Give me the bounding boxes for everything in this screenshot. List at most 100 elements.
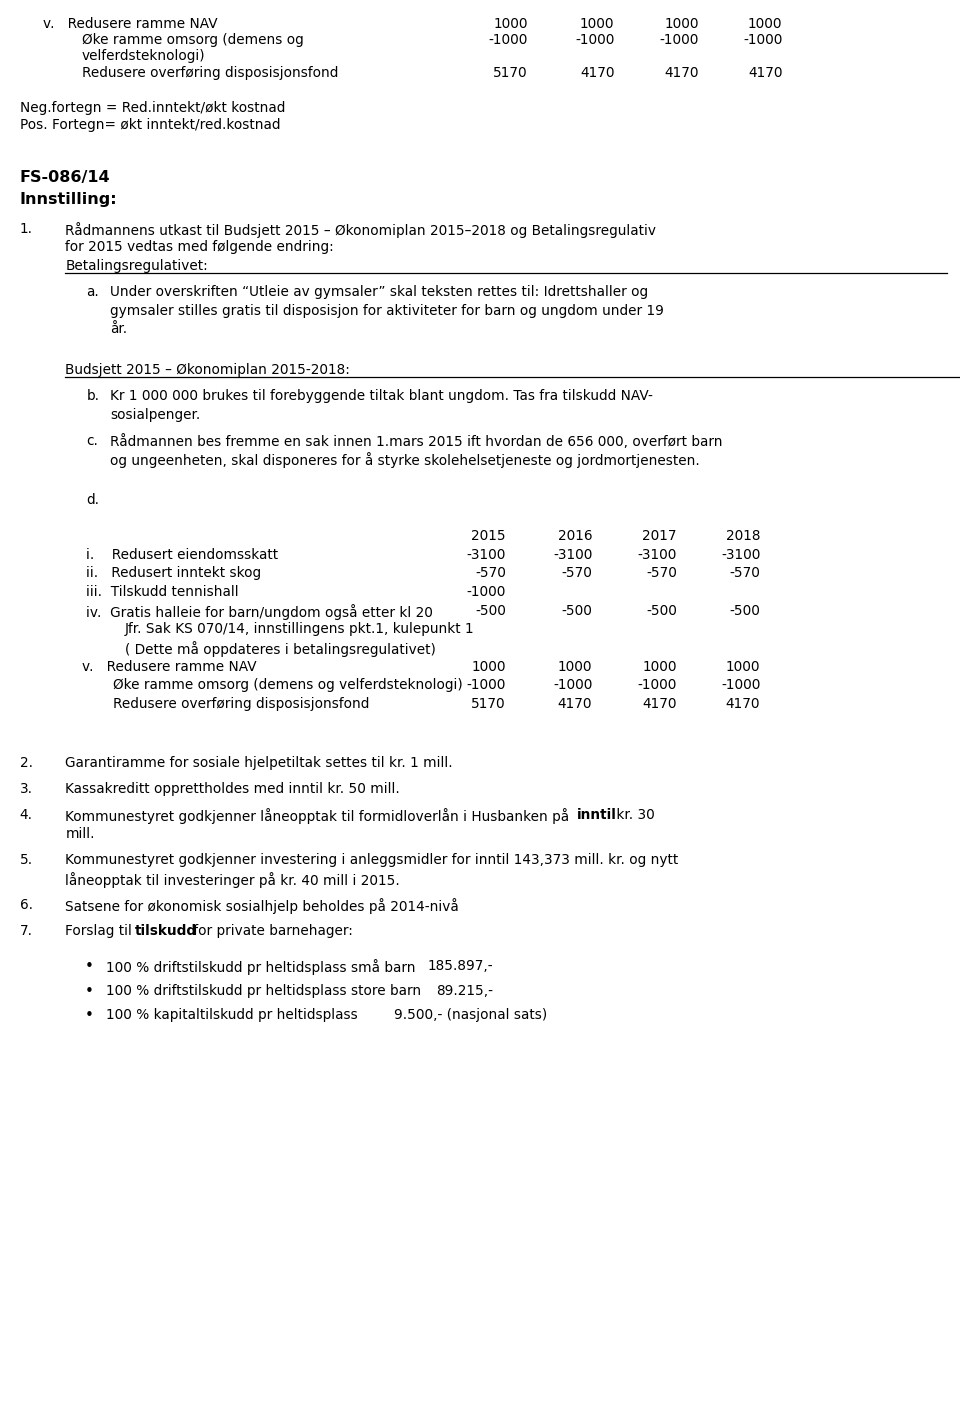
Text: 5170: 5170 <box>471 697 506 711</box>
Text: 1000: 1000 <box>471 660 506 674</box>
Text: iv.  Gratis halleie for barn/ungdom også etter kl 20: iv. Gratis halleie for barn/ungdom også … <box>86 603 433 619</box>
Text: 2016: 2016 <box>558 528 592 543</box>
Text: tilskudd: tilskudd <box>135 924 198 938</box>
Text: •: • <box>84 983 93 999</box>
Text: Forslag til: Forslag til <box>65 924 136 938</box>
Text: 185.897,-: 185.897,- <box>427 959 492 974</box>
Text: Øke ramme omsorg (demens og velferdsteknologi): Øke ramme omsorg (demens og velferdstekn… <box>113 678 463 692</box>
Text: •: • <box>84 1009 93 1023</box>
Text: -1000: -1000 <box>575 34 614 47</box>
Text: for 2015 vedtas med følgende endring:: for 2015 vedtas med følgende endring: <box>65 240 334 254</box>
Text: ( Dette må oppdateres i betalingsregulativet): ( Dette må oppdateres i betalingsregulat… <box>125 642 436 657</box>
Text: 100 % driftstilskudd pr heltidsplass store barn: 100 % driftstilskudd pr heltidsplass sto… <box>106 983 420 998</box>
Text: 4170: 4170 <box>580 65 614 79</box>
Text: velferdsteknologi): velferdsteknologi) <box>82 49 205 64</box>
Text: iii.  Tilskudd tennishall: iii. Tilskudd tennishall <box>86 585 239 599</box>
Text: -570: -570 <box>646 567 677 581</box>
Text: -1000: -1000 <box>660 34 699 47</box>
Text: Kassakreditt opprettholdes med inntil kr. 50 mill.: Kassakreditt opprettholdes med inntil kr… <box>65 783 400 797</box>
Text: mill.: mill. <box>65 827 95 841</box>
Text: -1000: -1000 <box>637 678 677 692</box>
Text: 1000: 1000 <box>642 660 677 674</box>
Text: 6.: 6. <box>19 897 33 911</box>
Text: -3100: -3100 <box>637 547 677 561</box>
Text: Rådmannen bes fremme en sak innen 1.mars 2015 ift hvordan de 656 000, overført b: Rådmannen bes fremme en sak innen 1.mars… <box>110 434 723 449</box>
Text: -3100: -3100 <box>553 547 592 561</box>
Text: Betalingsregulativet:: Betalingsregulativet: <box>65 259 208 273</box>
Text: -570: -570 <box>730 567 760 581</box>
Text: d.: d. <box>86 493 100 507</box>
Text: -500: -500 <box>562 603 592 617</box>
Text: v.   Redusere ramme NAV: v. Redusere ramme NAV <box>43 17 218 31</box>
Text: 1000: 1000 <box>580 17 614 31</box>
Text: Garantiramme for sosiale hjelpetiltak settes til kr. 1 mill.: Garantiramme for sosiale hjelpetiltak se… <box>65 756 453 770</box>
Text: 4170: 4170 <box>748 65 782 79</box>
Text: 2015: 2015 <box>471 528 506 543</box>
Text: Satsene for økonomisk sosialhjelp beholdes på 2014-nivå: Satsene for økonomisk sosialhjelp behold… <box>65 897 459 914</box>
Text: 4170: 4170 <box>726 697 760 711</box>
Text: 100 % driftstilskudd pr heltidsplass små barn: 100 % driftstilskudd pr heltidsplass små… <box>106 959 415 975</box>
Text: -1000: -1000 <box>721 678 760 692</box>
Text: -500: -500 <box>475 603 506 617</box>
Text: -570: -570 <box>475 567 506 581</box>
Text: gymsaler stilles gratis til disposisjon for aktiviteter for barn og ungdom under: gymsaler stilles gratis til disposisjon … <box>110 304 664 318</box>
Text: Redusere overføring disposisjonsfond: Redusere overføring disposisjonsfond <box>113 697 370 711</box>
Text: Redusere overføring disposisjonsfond: Redusere overføring disposisjonsfond <box>82 65 338 79</box>
Text: 4170: 4170 <box>558 697 592 711</box>
Text: 5.: 5. <box>19 853 33 868</box>
Text: -500: -500 <box>730 603 760 617</box>
Text: 4170: 4170 <box>664 65 699 79</box>
Text: -1000: -1000 <box>467 585 506 599</box>
Text: 3.: 3. <box>19 783 33 797</box>
Text: 7.: 7. <box>19 924 33 938</box>
Text: Øke ramme omsorg (demens og: Øke ramme omsorg (demens og <box>82 34 303 47</box>
Text: låneopptak til investeringer på kr. 40 mill i 2015.: låneopptak til investeringer på kr. 40 m… <box>65 872 400 887</box>
Text: Kr 1 000 000 brukes til forebyggende tiltak blant ungdom. Tas fra tilskudd NAV-: Kr 1 000 000 brukes til forebyggende til… <box>110 389 653 403</box>
Text: sosialpenger.: sosialpenger. <box>110 408 201 421</box>
Text: FS-086/14: FS-086/14 <box>19 170 110 185</box>
Text: -1000: -1000 <box>743 34 782 47</box>
Text: -1000: -1000 <box>489 34 528 47</box>
Text: 2018: 2018 <box>726 528 760 543</box>
Text: Pos. Fortegn= økt inntekt/red.kostnad: Pos. Fortegn= økt inntekt/red.kostnad <box>19 117 280 131</box>
Text: 1000: 1000 <box>558 660 592 674</box>
Text: Rådmannens utkast til Budsjett 2015 – Økonomiplan 2015–2018 og Betalingsregulati: Rådmannens utkast til Budsjett 2015 – Øk… <box>65 222 657 237</box>
Text: Neg.fortegn = Red.inntekt/økt kostnad: Neg.fortegn = Red.inntekt/økt kostnad <box>19 102 285 116</box>
Text: 2.: 2. <box>19 756 33 770</box>
Text: år.: år. <box>110 322 128 336</box>
Text: 4170: 4170 <box>642 697 677 711</box>
Text: inntil: inntil <box>577 808 617 822</box>
Text: -1000: -1000 <box>467 678 506 692</box>
Text: -1000: -1000 <box>553 678 592 692</box>
Text: -500: -500 <box>646 603 677 617</box>
Text: 1000: 1000 <box>664 17 699 31</box>
Text: -570: -570 <box>562 567 592 581</box>
Text: v.   Redusere ramme NAV: v. Redusere ramme NAV <box>82 660 256 674</box>
Text: og ungeenheten, skal disponeres for å styrke skolehelsetjeneste og jordmortjenes: og ungeenheten, skal disponeres for å st… <box>110 452 700 468</box>
Text: 9.500,- (nasjonal sats): 9.500,- (nasjonal sats) <box>394 1009 547 1022</box>
Text: c.: c. <box>86 434 98 448</box>
Text: Under overskriften “Utleie av gymsaler” skal teksten rettes til: Idrettshaller o: Under overskriften “Utleie av gymsaler” … <box>110 285 649 300</box>
Text: 1000: 1000 <box>493 17 528 31</box>
Text: Kommunestyret godkjenner investering i anleggsmidler for inntil 143,373 mill. kr: Kommunestyret godkjenner investering i a… <box>65 853 679 868</box>
Text: 2017: 2017 <box>642 528 677 543</box>
Text: 5170: 5170 <box>493 65 528 79</box>
Text: ii.   Redusert inntekt skog: ii. Redusert inntekt skog <box>86 567 261 581</box>
Text: 4.: 4. <box>19 808 33 822</box>
Text: 89.215,-: 89.215,- <box>436 983 492 998</box>
Text: a.: a. <box>86 285 99 300</box>
Text: Budsjett 2015 – Økonomiplan 2015-2018:: Budsjett 2015 – Økonomiplan 2015-2018: <box>65 363 350 377</box>
Text: 1000: 1000 <box>748 17 782 31</box>
Text: -3100: -3100 <box>721 547 760 561</box>
Text: for private barnehager:: for private barnehager: <box>189 924 353 938</box>
Text: Innstilling:: Innstilling: <box>19 192 117 208</box>
Text: Jfr. Sak KS 070/14, innstillingens pkt.1, kulepunkt 1: Jfr. Sak KS 070/14, innstillingens pkt.1… <box>125 622 474 636</box>
Text: kr. 30: kr. 30 <box>612 808 655 822</box>
Text: b.: b. <box>86 389 100 403</box>
Text: 1000: 1000 <box>726 660 760 674</box>
Text: 1.: 1. <box>19 222 33 236</box>
Text: 100 % kapitaltilskudd pr heltidsplass: 100 % kapitaltilskudd pr heltidsplass <box>106 1009 357 1022</box>
Text: i.    Redusert eiendomsskatt: i. Redusert eiendomsskatt <box>86 547 278 561</box>
Text: -3100: -3100 <box>467 547 506 561</box>
Text: •: • <box>84 959 93 975</box>
